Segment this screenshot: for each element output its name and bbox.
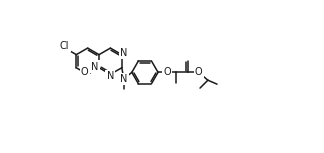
- Text: N: N: [91, 62, 99, 72]
- Text: N: N: [120, 48, 128, 58]
- Text: O: O: [81, 67, 88, 77]
- Text: N: N: [120, 74, 128, 84]
- Text: N: N: [107, 71, 114, 81]
- Text: Cl: Cl: [60, 41, 69, 51]
- Text: O: O: [163, 67, 171, 77]
- Text: O: O: [195, 67, 202, 77]
